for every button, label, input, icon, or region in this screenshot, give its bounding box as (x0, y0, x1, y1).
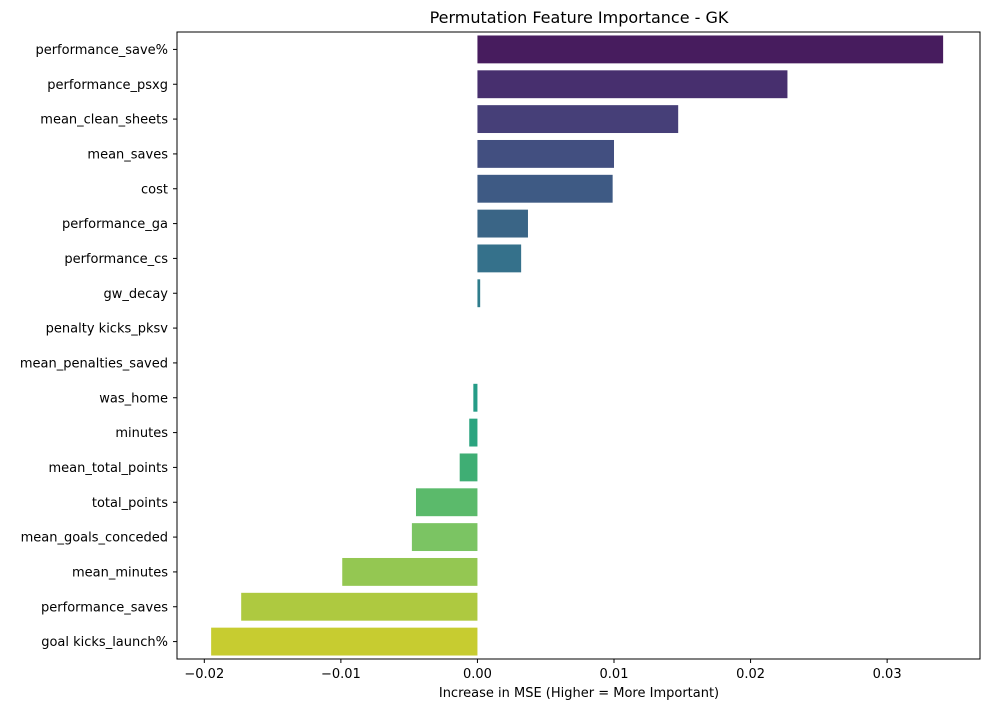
y-tick-label: mean_goals_conceded (21, 531, 168, 546)
bar-performance-ga (477, 209, 528, 238)
bar-gw-decay (477, 279, 481, 308)
y-tick-label: was_home (99, 391, 168, 406)
y-tick-label: gw_decay (104, 287, 169, 302)
bar-goal-kicks-launch (211, 627, 478, 656)
x-tick-label: −0.01 (321, 667, 361, 682)
x-tick-label: 0.00 (463, 667, 492, 682)
y-tick-label: performance_cs (64, 252, 168, 267)
y-tick-label: mean_penalties_saved (20, 356, 168, 371)
x-tick-label: −0.02 (184, 667, 224, 682)
y-tick-label: minutes (115, 426, 168, 441)
x-tick-label: 0.02 (736, 667, 765, 682)
y-tick-label: performance_ga (62, 217, 168, 232)
x-tick-label: 0.03 (873, 667, 902, 682)
bar-was-home (473, 383, 478, 412)
bar-minutes (469, 418, 478, 447)
y-tick-label: mean_saves (87, 147, 168, 162)
bar-performance-save (477, 35, 944, 64)
chart-title: Permutation Feature Importance - GK (430, 8, 729, 27)
x-tick-label: 0.01 (600, 667, 629, 682)
y-tick-label: performance_save% (35, 43, 168, 58)
bar-cost (477, 174, 613, 203)
y-tick-label: performance_psxg (47, 78, 168, 93)
y-tick-label: goal kicks_launch% (41, 635, 168, 650)
plot-frame (176, 31, 981, 660)
y-tick-label: cost (141, 182, 168, 197)
bar-performance-cs (477, 244, 522, 273)
bars-layer (211, 35, 944, 656)
y-axis: performance_save% performance_psxg mean_cl… (20, 43, 177, 650)
y-tick-label: mean_total_points (48, 461, 168, 476)
bar-mean-goals-conceded (411, 523, 478, 552)
x-axis: −0.02 −0.01 0.00 0.01 0.02 0.03 (184, 659, 902, 682)
y-tick-label: total_points (92, 496, 168, 511)
bar-mean-clean-sheets (477, 105, 679, 134)
bar-performance-saves (241, 592, 478, 621)
bar-total-points (415, 488, 478, 517)
bar-mean-total-points (459, 453, 478, 482)
x-axis-label: Increase in MSE (Higher = More Important… (439, 686, 719, 701)
y-tick-label: mean_clean_sheets (40, 113, 168, 128)
y-tick-label: performance_saves (41, 600, 168, 615)
y-tick-label: mean_minutes (72, 565, 168, 580)
bar-performance-psxg (477, 70, 788, 99)
y-tick-label: penalty kicks_pksv (46, 322, 169, 337)
bar-mean-minutes (342, 557, 478, 586)
bar-mean-saves (477, 139, 615, 168)
